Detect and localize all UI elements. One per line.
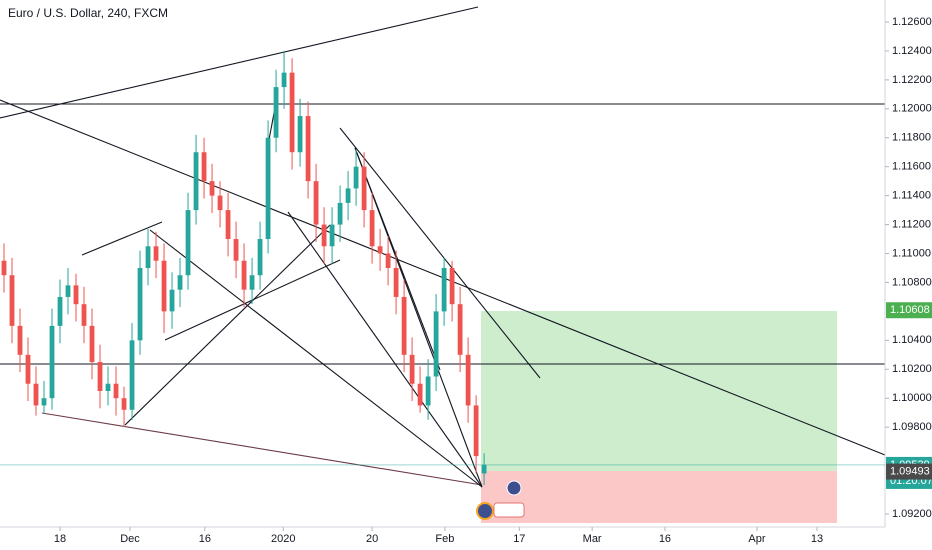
candle-body	[209, 181, 215, 196]
y-tick-label: 1.12200	[892, 74, 932, 86]
profit-zone	[481, 311, 837, 471]
candle-body	[225, 210, 231, 240]
candle-body	[297, 116, 303, 153]
price-label: 1.09493	[890, 465, 930, 477]
y-tick-label: 1.11600	[892, 161, 931, 173]
x-tick-label: Dec	[120, 533, 140, 545]
candle-body	[1, 260, 7, 276]
x-tick-label: Apr	[748, 533, 765, 545]
candle-body	[249, 275, 255, 290]
candle-body	[265, 137, 271, 240]
candle-body	[105, 383, 111, 391]
candle-body	[161, 260, 167, 312]
candle-body	[81, 304, 87, 326]
trend-lines	[0, 6, 886, 488]
x-tick-label: 18	[54, 533, 66, 545]
candle-body	[385, 253, 391, 268]
candle-body	[73, 285, 79, 305]
candle-body	[185, 210, 191, 276]
event-icons	[476, 480, 525, 520]
candle-body	[9, 275, 15, 326]
x-tick-label: 13	[811, 533, 823, 545]
x-tick-label: 2020	[271, 533, 295, 545]
y-tick-label: 1.10400	[892, 334, 932, 346]
y-tick-label: 1.12600	[892, 16, 932, 28]
y-tick-label: 1.11000	[892, 247, 931, 259]
candle-body	[273, 87, 279, 138]
y-tick-label: 1.09200	[892, 508, 932, 520]
candle-body	[465, 354, 471, 406]
candle-body	[33, 383, 39, 406]
candle-body	[353, 166, 359, 189]
x-tick-label: Mar	[583, 533, 602, 545]
candle-body	[113, 383, 119, 399]
y-tick-label: 1.12000	[892, 103, 932, 115]
candle-body	[305, 116, 311, 182]
candle-body	[369, 210, 375, 247]
candle-body	[233, 239, 239, 261]
x-tick-label: Feb	[435, 533, 454, 545]
candle-body	[193, 152, 199, 211]
candle-body	[337, 202, 343, 225]
candle-body	[417, 383, 423, 406]
candle-body	[425, 376, 431, 406]
candle-body	[137, 267, 143, 341]
candle-body	[377, 246, 383, 254]
candle-body	[393, 267, 399, 297]
loss-zone	[481, 471, 837, 523]
y-tick-label: 1.11200	[892, 218, 931, 230]
price-label: 1.10608	[890, 304, 930, 316]
candle-body	[121, 398, 127, 410]
candle-body	[433, 311, 439, 377]
candle-body	[281, 72, 287, 88]
candle-body	[177, 275, 183, 290]
candle-body	[401, 296, 407, 355]
candle-body	[361, 166, 367, 211]
x-tick-label: 20	[366, 533, 378, 545]
candle-body	[241, 260, 247, 290]
candle-body	[217, 195, 223, 211]
candle-body	[145, 246, 151, 268]
candle-body	[449, 267, 455, 305]
candle-body	[153, 246, 159, 261]
candle-body	[17, 325, 23, 355]
candle-body	[169, 289, 175, 312]
price-label-box	[886, 463, 932, 480]
y-tick-label: 1.11800	[892, 132, 931, 144]
y-tick-label: 1.10000	[892, 392, 932, 404]
candle-body	[257, 239, 263, 276]
candle-body	[473, 405, 479, 457]
y-tick-label: 1.10800	[892, 276, 932, 288]
candle-body	[329, 224, 335, 247]
candle-body	[345, 188, 351, 203]
x-tick-label: 16	[199, 533, 211, 545]
candle-body	[97, 362, 103, 391]
y-tick-label: 1.09800	[892, 421, 932, 433]
candle-body	[409, 354, 415, 384]
candle-body	[49, 325, 55, 399]
y-tick-label: 1.10200	[892, 363, 932, 375]
price-label-box	[886, 302, 932, 319]
candle-body	[129, 340, 135, 410]
x-tick-label: 17	[513, 533, 525, 545]
candle-body	[289, 72, 295, 153]
candle-body	[65, 285, 71, 297]
x-tick-label: 16	[659, 533, 671, 545]
candle-body	[321, 224, 327, 247]
candle-body	[57, 296, 63, 326]
candle-body	[313, 181, 319, 225]
y-tick-label: 1.11400	[892, 190, 931, 202]
candle-body	[441, 267, 447, 312]
candle-body	[457, 304, 463, 355]
candle-body	[89, 325, 95, 363]
candle-body	[201, 152, 207, 182]
y-tick-label: 1.12400	[892, 45, 932, 57]
candle-body	[481, 464, 487, 474]
candle-body	[41, 398, 47, 406]
chart-title: Euro / U.S. Dollar, 240, FXCM	[8, 6, 168, 20]
candle-body	[25, 354, 31, 384]
